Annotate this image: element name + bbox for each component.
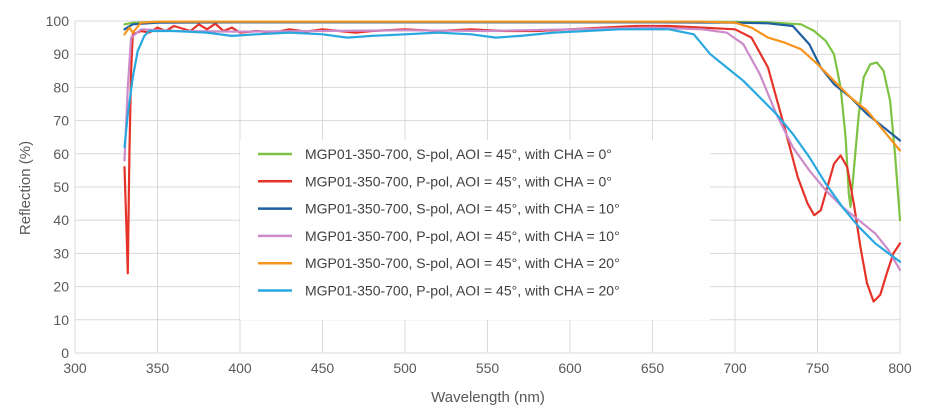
x-tick-label: 500 bbox=[393, 360, 417, 376]
y-tick-label: 30 bbox=[53, 245, 69, 261]
y-tick-label: 0 bbox=[61, 345, 69, 361]
legend: MGP01-350-700, S-pol, AOI = 45°, with CH… bbox=[240, 140, 710, 320]
x-tick-label: 350 bbox=[146, 360, 170, 376]
legend-label-2: MGP01-350-700, P-pol, AOI = 45°, with CH… bbox=[305, 173, 612, 189]
series-line-5 bbox=[123, 20, 902, 152]
y-tick-label: 60 bbox=[53, 146, 69, 162]
y-axis-title: Reflection (%) bbox=[17, 141, 34, 235]
legend-label-4: MGP01-350-700, P-pol, AOI = 45°, with CH… bbox=[305, 228, 620, 244]
x-tick-label: 400 bbox=[228, 360, 252, 376]
legend-label-6: MGP01-350-700, P-pol, AOI = 45°, with CH… bbox=[305, 283, 620, 299]
x-tick-label: 300 bbox=[63, 360, 87, 376]
series-lines bbox=[123, 20, 902, 303]
x-tick-label: 700 bbox=[723, 360, 747, 376]
x-tick-label: 800 bbox=[888, 360, 912, 376]
x-tick-label: 600 bbox=[558, 360, 582, 376]
legend-label-1: MGP01-350-700, S-pol, AOI = 45°, with CH… bbox=[305, 146, 612, 162]
legend-label-3: MGP01-350-700, S-pol, AOI = 45°, with CH… bbox=[305, 201, 620, 217]
y-tick-label: 80 bbox=[53, 79, 69, 95]
x-tick-label: 650 bbox=[641, 360, 665, 376]
y-tick-label: 20 bbox=[53, 279, 69, 295]
legend-box bbox=[240, 140, 710, 320]
y-tick-label: 100 bbox=[46, 13, 70, 29]
y-tick-label: 40 bbox=[53, 212, 69, 228]
legend-label-5: MGP01-350-700, S-pol, AOI = 45°, with CH… bbox=[305, 255, 620, 271]
x-tick-label: 550 bbox=[476, 360, 500, 376]
y-tick-label: 50 bbox=[53, 179, 69, 195]
x-tick-label: 450 bbox=[311, 360, 335, 376]
x-tick-labels: 300 350 400 450 500 550 600 650 700 750 800 bbox=[63, 360, 912, 376]
x-tick-label: 750 bbox=[806, 360, 830, 376]
y-tick-label: 90 bbox=[53, 46, 69, 62]
y-tick-label: 10 bbox=[53, 312, 69, 328]
x-axis-title: Wavelength (nm) bbox=[431, 389, 545, 406]
y-tick-labels: 0 10 20 30 40 50 60 70 80 90 100 bbox=[46, 13, 70, 361]
y-tick-label: 70 bbox=[53, 113, 69, 129]
series-line-6 bbox=[123, 28, 902, 263]
